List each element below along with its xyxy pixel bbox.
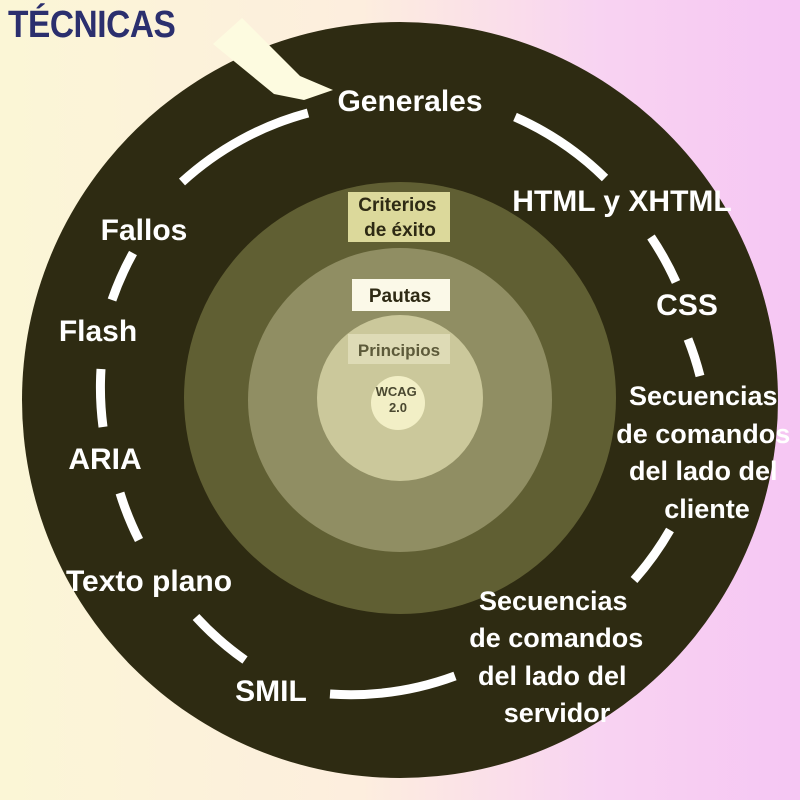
technique-texto-line-1: Texto plano xyxy=(66,565,232,598)
criteria-label-line-1: Criterios xyxy=(358,195,436,216)
technique-server-line-2: de comandos xyxy=(469,623,643,653)
page-title: TÉCNICAS xyxy=(8,4,176,46)
technique-fallos-line-1: Fallos xyxy=(101,214,188,247)
technique-aria-line-1: ARIA xyxy=(68,443,141,476)
technique-css: CSS xyxy=(656,289,718,322)
wcag-core-line-2: 2.0 xyxy=(389,400,407,415)
technique-server-line-3: del lado del xyxy=(478,661,627,691)
technique-client-line-1: Secuencias xyxy=(629,381,778,411)
criteria-label: Criterios de éxito xyxy=(358,195,441,241)
track-arc-right xyxy=(683,337,705,378)
track-arc-left-lower xyxy=(115,491,144,543)
techniques-track xyxy=(95,108,705,700)
technique-client-line-2: de comandos xyxy=(616,419,790,449)
track-arc-right-lower xyxy=(630,527,674,583)
technique-smil: SMIL xyxy=(235,675,307,708)
track-arc-top-left xyxy=(178,108,310,186)
track-arc-top-right xyxy=(513,112,609,182)
technique-smil-line-1: SMIL xyxy=(235,675,307,708)
track-arc-left-upper xyxy=(107,250,137,302)
track-arc-left xyxy=(95,368,108,428)
technique-css-line-1: CSS xyxy=(656,289,718,322)
principios-label-box xyxy=(348,334,450,364)
track-arc-bottom-left xyxy=(192,613,248,664)
technique-aria: ARIA xyxy=(68,443,141,476)
technique-generales-line-1: Generales xyxy=(337,85,482,118)
wcag-core xyxy=(371,376,425,430)
technique-generales: Generales xyxy=(337,85,482,118)
technique-flash: Flash xyxy=(59,315,137,348)
pautas-label: Pautas xyxy=(369,286,431,307)
technique-client: Secuencias de comandos del lado del clie… xyxy=(616,381,798,524)
technique-client-line-3: del lado del xyxy=(629,456,778,486)
technique-server-line-4: servidor xyxy=(504,698,611,728)
technique-texto: Texto plano xyxy=(66,565,232,598)
technique-fallos: Fallos xyxy=(101,214,188,247)
technique-flash-line-1: Flash xyxy=(59,315,137,348)
technique-html-line-1: HTML y XHTML xyxy=(512,185,731,218)
track-arc-bottom xyxy=(329,671,457,700)
pointer-arrow-icon xyxy=(213,18,333,100)
track-arc-right-upper xyxy=(647,234,681,284)
principios-label: Principios xyxy=(358,341,440,360)
wcag-core-label: WCAG 2.0 xyxy=(376,384,421,415)
pautas-label-box xyxy=(352,279,450,311)
technique-client-line-4: cliente xyxy=(664,494,750,524)
technique-server-line-1: Secuencias xyxy=(479,586,628,616)
criteria-label-box xyxy=(348,192,450,242)
technique-html: HTML y XHTML xyxy=(512,185,731,218)
criteria-label-line-2: de éxito xyxy=(364,220,436,241)
wcag-core-line-1: WCAG xyxy=(376,384,417,399)
technique-server: Secuencias de comandos del lado del serv… xyxy=(469,586,651,728)
